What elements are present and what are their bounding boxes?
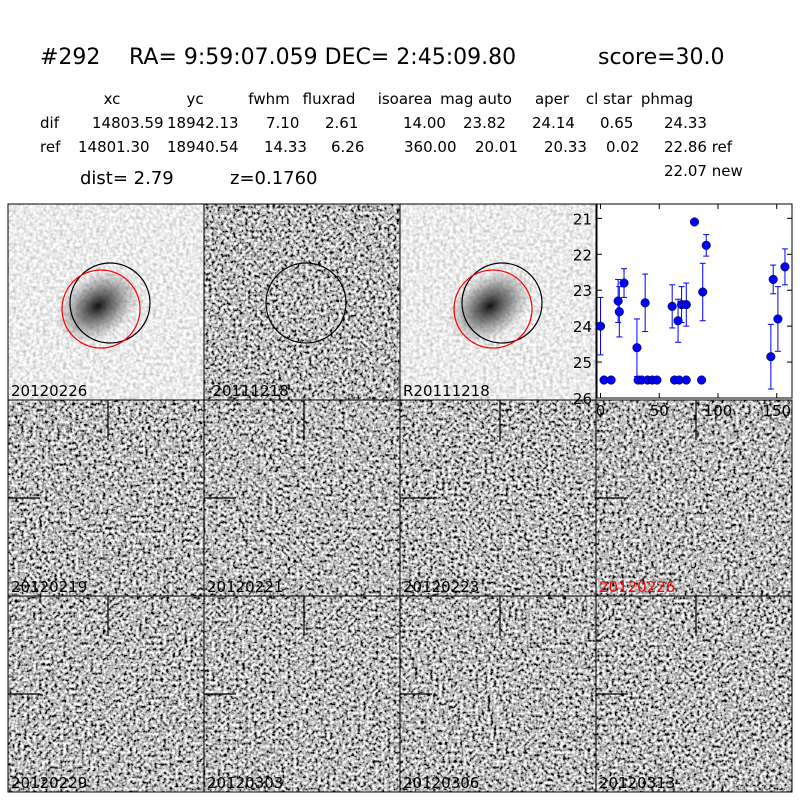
aperture (265, 262, 347, 344)
aperture-ref (453, 269, 533, 349)
image-stamp (204, 400, 400, 596)
redshift: z=0.1760 (230, 168, 318, 189)
stamp-label: -20111218 (207, 382, 289, 400)
column-header: phmag (641, 90, 693, 108)
dist: dist= 2.79 (80, 168, 174, 189)
x-tick-label: 0 (596, 402, 606, 420)
point (667, 301, 677, 311)
y-tick-label: 25 (573, 354, 592, 372)
column-header: xc (104, 90, 121, 108)
table-cell: 2.61 (325, 114, 358, 132)
table-cell: 14.33 (264, 138, 307, 156)
column-header: aper (535, 90, 570, 108)
phmag-new: 22.07 new (664, 162, 743, 180)
plot-area (596, 203, 793, 399)
table-cell: 7.10 (266, 114, 299, 132)
galaxy (56, 268, 140, 344)
y-tick-label: 26 (573, 390, 592, 408)
table-cell: 18940.54 (167, 138, 239, 156)
point (780, 262, 790, 272)
point (606, 375, 616, 385)
image-stamp (596, 400, 792, 596)
table-cell: 22.86 ref (664, 138, 733, 156)
x-tick-label: 50 (650, 402, 669, 420)
image-stamp (596, 596, 792, 792)
point (632, 343, 642, 353)
point (681, 375, 691, 385)
table-cell: 14801.30 (78, 138, 150, 156)
table-cell: 20.33 (544, 138, 587, 156)
point (766, 352, 776, 362)
table-cell: 14.00 (403, 114, 446, 132)
point (619, 278, 629, 288)
point (773, 314, 783, 324)
point (673, 316, 683, 326)
point (640, 298, 650, 308)
stamp-label: 20120303 (207, 774, 283, 792)
table-cell: 6.26 (331, 138, 364, 156)
column-header: cl star (586, 90, 633, 108)
point (614, 307, 624, 317)
point (768, 274, 778, 284)
point (681, 300, 691, 310)
column-header: yc (186, 90, 203, 108)
x-tick-label: 100 (704, 402, 733, 420)
point (698, 287, 708, 297)
table-cell: ref (40, 138, 61, 156)
point (701, 240, 711, 250)
point (595, 321, 606, 331)
table-cell: 0.02 (606, 138, 639, 156)
point (652, 375, 662, 385)
y-tick-label: 23 (573, 282, 592, 300)
image-stamp (8, 400, 204, 596)
image-stamp (204, 596, 400, 792)
coordinates: RA= 9:59:07.059 DEC= 2:45:09.80 (129, 45, 516, 70)
point (696, 375, 707, 385)
aperture-ref (61, 269, 141, 349)
point (613, 296, 623, 306)
image-stamp (8, 596, 204, 792)
column-header: isoarea (378, 90, 433, 108)
column-header: mag auto (440, 90, 512, 108)
stamp-label: 20120229 (11, 774, 87, 792)
stamp-label: 20120306 (403, 774, 479, 792)
stamp-label: 20120226 (11, 382, 87, 400)
table-cell: dif (40, 114, 60, 132)
y-tick-label: 21 (573, 210, 592, 228)
y-tick-label: 22 (573, 246, 592, 264)
stamp-label: 20120219 (11, 578, 87, 596)
table-cell: 360.00 (404, 138, 457, 156)
column-header: fwhm (248, 90, 289, 108)
image-stamp (400, 596, 596, 792)
score: score=30.0 (598, 45, 725, 70)
x-tick-label: 150 (762, 402, 791, 420)
stamp-border (595, 595, 793, 793)
y-tick-label: 24 (573, 318, 592, 336)
point (689, 217, 700, 227)
table-cell: 23.82 (463, 114, 506, 132)
stamp-label: 20120313 (599, 774, 675, 792)
table-cell: 24.14 (532, 114, 575, 132)
table-cell: 20.01 (475, 138, 518, 156)
image-stamp (400, 400, 596, 596)
table-cell: 0.65 (600, 114, 633, 132)
column-header: fluxrad (303, 90, 356, 108)
object-id: #292 (40, 45, 100, 70)
table-cell: 18942.13 (167, 114, 239, 132)
stamp-label: 20120223 (403, 578, 479, 596)
table-cell: 14803.59 (92, 114, 164, 132)
aperture (69, 262, 151, 344)
image-stamp (204, 204, 400, 400)
aperture (461, 262, 543, 344)
table-cell: 24.33 (664, 114, 707, 132)
stamp-label: R20111218 (403, 382, 490, 400)
stamp-label: 20120221 (207, 578, 283, 596)
galaxy (448, 268, 532, 344)
stamp-label: 20120226 (599, 578, 675, 596)
